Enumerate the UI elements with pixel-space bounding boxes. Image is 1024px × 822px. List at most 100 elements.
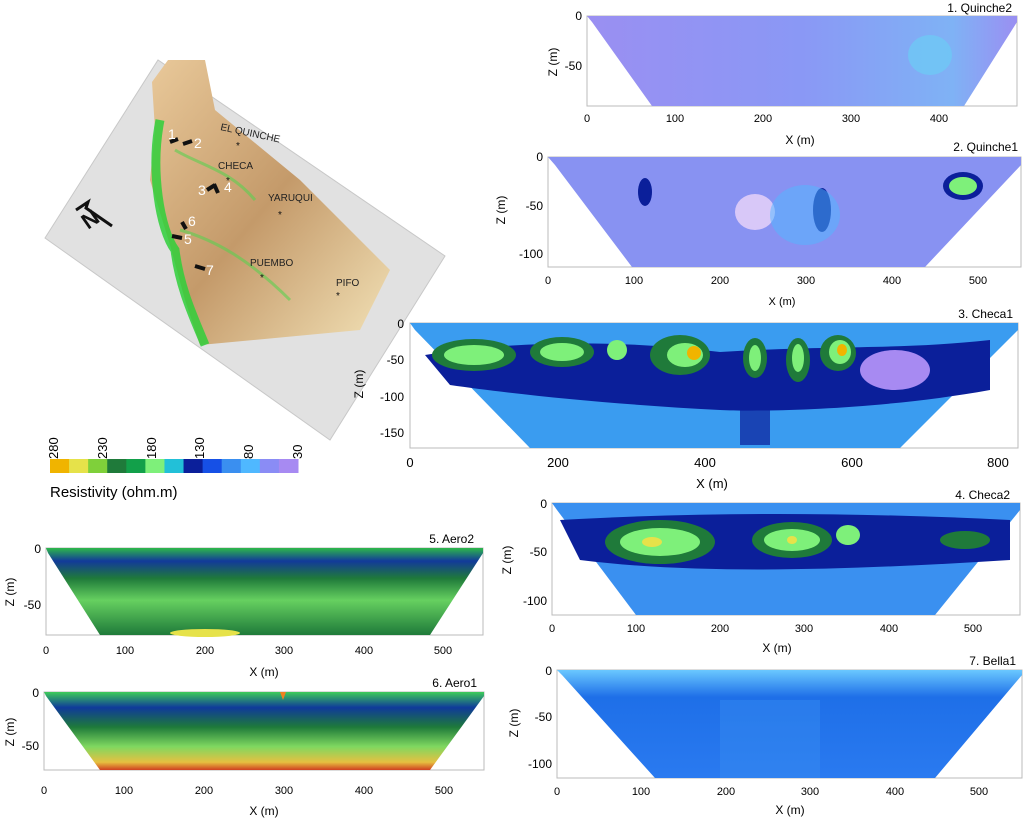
svg-text:0: 0 <box>540 497 547 511</box>
svg-text:500: 500 <box>435 785 453 797</box>
svg-text:400: 400 <box>880 623 898 635</box>
svg-text:-100: -100 <box>519 247 543 261</box>
legend-tick-30: 30 <box>290 445 305 459</box>
legend-tick-80: 80 <box>241 445 256 459</box>
svg-text:*: * <box>260 273 264 284</box>
panel-title-aero1: 6. Aero1 <box>432 676 477 690</box>
profile-marker-6: 6 <box>188 213 196 229</box>
svg-text:300: 300 <box>275 785 293 797</box>
xlabel-checa1: X (m) <box>696 476 728 491</box>
svg-text:-100: -100 <box>523 594 547 608</box>
ylabel-quinche1: Z (m) <box>494 196 508 225</box>
resistivity-legend: 280 230 180 130 80 30 Resistivity (ohm.m… <box>46 437 305 501</box>
ylabel-bella1: Z (m) <box>507 709 521 738</box>
svg-text:-100: -100 <box>380 390 404 404</box>
legend-swatch <box>221 459 242 473</box>
legend-swatch <box>164 459 185 473</box>
svg-text:0: 0 <box>575 9 582 23</box>
svg-text:400: 400 <box>886 786 904 798</box>
xlabel-checa2: X (m) <box>762 641 791 655</box>
svg-text:100: 100 <box>115 785 133 797</box>
legend-tick-130: 130 <box>192 437 207 459</box>
svg-text:200: 200 <box>547 455 569 470</box>
river-valley-green <box>151 119 210 347</box>
section-bella1 <box>557 670 1022 778</box>
legend-tick-230: 230 <box>95 437 110 459</box>
svg-text:0: 0 <box>43 645 49 657</box>
legend-swatch <box>278 459 299 473</box>
section-aero2 <box>46 548 483 635</box>
profile-aero2: 5. Aero2 0 -50 Z (m) 0 100 200 300 400 5… <box>3 532 484 679</box>
profile-marker-1: 1 <box>168 126 176 142</box>
profile-quinche2: 1. Quinche2 0 -50 Z (m) 0 100 200 300 40… <box>546 1 1018 147</box>
xlabel-quinche2: X (m) <box>785 133 814 147</box>
ylabel-aero1: Z (m) <box>3 718 17 747</box>
svg-text:*: * <box>336 291 340 302</box>
legend-swatch <box>88 459 108 473</box>
svg-text:0: 0 <box>549 623 555 635</box>
svg-text:400: 400 <box>883 275 901 287</box>
svg-text:200: 200 <box>711 623 729 635</box>
svg-text:300: 300 <box>275 645 293 657</box>
legend-swatch <box>202 459 223 473</box>
svg-text:200: 200 <box>711 275 729 287</box>
svg-text:300: 300 <box>842 113 860 125</box>
legend-swatch <box>259 459 280 473</box>
svg-text:-50: -50 <box>24 598 42 612</box>
svg-text:100: 100 <box>666 113 684 125</box>
panel-title-quinche2: 1. Quinche2 <box>947 1 1012 15</box>
svg-text:0: 0 <box>536 150 543 164</box>
legend-swatch <box>240 459 261 473</box>
svg-text:100: 100 <box>625 275 643 287</box>
panel-title-checa1: 3. Checa1 <box>958 307 1013 321</box>
svg-text:100: 100 <box>116 645 134 657</box>
legend-swatch <box>145 459 165 473</box>
profile-aero1: 6. Aero1 0 -50 Z (m) 0 100 200 300 400 5… <box>3 676 485 818</box>
svg-text:400: 400 <box>355 785 373 797</box>
svg-text:0: 0 <box>34 542 41 556</box>
section-quinche2 <box>587 16 1017 106</box>
svg-text:800: 800 <box>987 455 1009 470</box>
xlabel-quinche1: X (m) <box>769 296 796 308</box>
svg-text:0: 0 <box>554 786 560 798</box>
svg-text:-100: -100 <box>528 757 552 771</box>
svg-text:*: * <box>278 210 282 221</box>
svg-text:200: 200 <box>754 113 772 125</box>
svg-text:300: 300 <box>797 275 815 287</box>
profile-marker-3: 3 <box>198 182 206 198</box>
legend-swatch <box>126 459 146 473</box>
svg-text:200: 200 <box>717 786 735 798</box>
svg-text:*: * <box>236 141 240 152</box>
legend-swatch <box>69 459 89 473</box>
panel-title-quinche1: 2. Quinche1 <box>953 140 1018 154</box>
terrain-surface <box>150 60 390 345</box>
svg-text:200: 200 <box>195 785 213 797</box>
legend-swatch <box>107 459 127 473</box>
legend-tick-280: 280 <box>46 437 61 459</box>
svg-text:100: 100 <box>627 623 645 635</box>
ylabel-checa2: Z (m) <box>500 546 514 575</box>
legend-tick-180: 180 <box>144 437 159 459</box>
ylabel-aero2: Z (m) <box>3 578 17 607</box>
svg-text:-150: -150 <box>380 426 404 440</box>
svg-text:0: 0 <box>584 113 590 125</box>
svg-text:0: 0 <box>406 455 413 470</box>
svg-text:0: 0 <box>545 664 552 678</box>
svg-text:0: 0 <box>545 275 551 287</box>
svg-text:100: 100 <box>632 786 650 798</box>
svg-text:-50: -50 <box>22 739 40 753</box>
svg-text:300: 300 <box>801 786 819 798</box>
svg-text:*: * <box>226 176 230 187</box>
svg-text:-50: -50 <box>387 353 405 367</box>
svg-text:400: 400 <box>355 645 373 657</box>
place-yaruqui: YARUQUI <box>268 193 313 204</box>
svg-text:-50: -50 <box>535 710 553 724</box>
svg-text:400: 400 <box>930 113 948 125</box>
panel-title-bella1: 7. Bella1 <box>969 654 1016 668</box>
svg-text:500: 500 <box>970 786 988 798</box>
place-puembo: PUEMBO <box>250 258 294 269</box>
svg-text:200: 200 <box>196 645 214 657</box>
profile-checa1: 3. Checa1 0 -50 -100 -150 Z (m) 0 200 40… <box>352 307 1019 491</box>
svg-text:-50: -50 <box>526 199 544 213</box>
